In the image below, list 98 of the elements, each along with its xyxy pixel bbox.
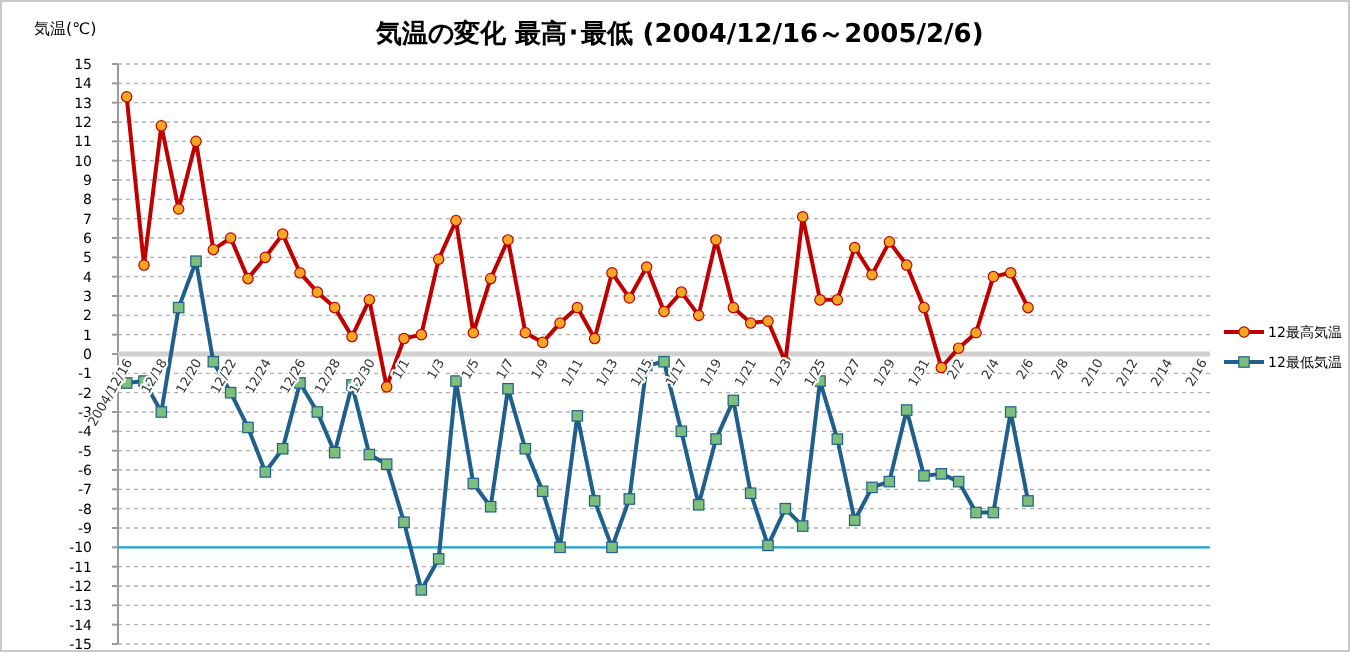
point (207, 243, 220, 256)
point (987, 270, 1000, 283)
point (796, 520, 809, 532)
point (328, 301, 341, 314)
point (450, 214, 462, 227)
point (987, 506, 1000, 519)
point (866, 481, 878, 494)
point (692, 499, 705, 511)
point (831, 294, 844, 306)
point (588, 332, 601, 345)
point (606, 267, 618, 279)
point (571, 301, 584, 314)
point (1022, 301, 1034, 314)
point (502, 234, 514, 246)
point (952, 475, 965, 488)
point (432, 553, 445, 565)
point (554, 317, 566, 329)
point (710, 433, 722, 445)
point (242, 272, 254, 285)
point (935, 468, 948, 480)
point (311, 406, 324, 418)
point (900, 404, 913, 416)
point (814, 294, 826, 306)
point (224, 232, 237, 244)
point (623, 493, 636, 505)
chart-title: 気温の変化 最高･最低 (2004/12/16～2005/2/6) (374, 18, 984, 50)
point (918, 301, 930, 314)
point (710, 234, 722, 246)
point (294, 267, 306, 279)
point (727, 301, 740, 314)
point (380, 381, 393, 393)
point (883, 236, 896, 248)
point (588, 495, 601, 507)
point (172, 301, 185, 314)
point (571, 410, 584, 422)
point (467, 477, 480, 490)
point (380, 458, 393, 470)
point (1004, 406, 1017, 418)
point (432, 253, 445, 266)
point (727, 394, 740, 407)
point (363, 294, 376, 306)
point (1004, 267, 1017, 279)
point (259, 251, 272, 264)
point (952, 342, 965, 354)
point (190, 135, 202, 148)
point (450, 375, 462, 387)
point (848, 241, 861, 254)
point (138, 259, 150, 271)
point (346, 330, 358, 343)
y-axis-title: 気温(℃) (34, 20, 97, 38)
point (172, 203, 185, 215)
point (675, 286, 688, 298)
point (398, 516, 410, 528)
point (519, 442, 532, 455)
point (519, 326, 532, 339)
point (502, 383, 514, 395)
point (1022, 495, 1034, 507)
point (970, 506, 982, 519)
point (623, 292, 636, 304)
point (658, 305, 670, 318)
point (675, 425, 688, 438)
point (311, 286, 324, 298)
point (190, 255, 202, 267)
point (398, 332, 410, 345)
point (363, 448, 376, 461)
point (970, 326, 982, 339)
point (762, 315, 774, 327)
point (415, 584, 428, 596)
point (484, 500, 497, 513)
point (155, 406, 168, 418)
point (536, 485, 549, 498)
point (606, 541, 618, 554)
point (276, 228, 289, 240)
point (120, 91, 133, 103)
point (259, 466, 272, 478)
point (328, 446, 341, 459)
point (276, 442, 289, 455)
point (744, 317, 757, 329)
point (554, 541, 566, 554)
point (692, 309, 705, 322)
point (415, 328, 428, 341)
point (935, 361, 948, 374)
point (536, 336, 549, 349)
point (848, 514, 861, 527)
point (918, 470, 930, 482)
point (744, 487, 757, 499)
point (900, 259, 913, 271)
point (779, 502, 792, 515)
point (866, 268, 878, 281)
point (640, 261, 653, 273)
point (796, 210, 809, 223)
point (762, 539, 774, 552)
point (883, 475, 896, 488)
point (831, 433, 844, 445)
point (155, 120, 168, 132)
point (467, 326, 480, 339)
point (242, 421, 254, 434)
point (484, 272, 497, 285)
